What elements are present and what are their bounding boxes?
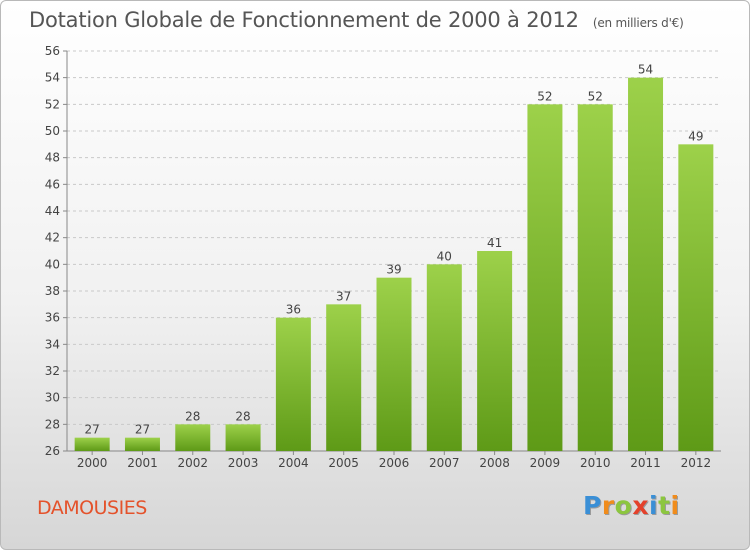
y-tick-label: 38 (45, 284, 60, 298)
y-tick-label: 36 (45, 311, 60, 325)
data-label-2001: 27 (135, 423, 150, 437)
bars (74, 77, 714, 452)
y-tick-label: 26 (45, 444, 60, 458)
data-label-2011: 54 (638, 63, 653, 77)
y-tick-label: 32 (45, 364, 60, 378)
data-label-2005: 37 (336, 289, 351, 303)
data-label-2009: 52 (537, 89, 552, 103)
chart-title: Dotation Globale de Fonctionnement de 20… (29, 8, 684, 32)
data-label-2012: 49 (688, 129, 703, 143)
data-label-2008: 41 (487, 236, 502, 250)
data-label-2003: 28 (235, 409, 250, 423)
data-label-2006: 39 (386, 263, 401, 277)
labels: 27 2000 27 2001 28 2002 28 2003 36 2004 37 2005 39 20… (77, 63, 711, 470)
x-tick-label-2010: 2010 (580, 456, 611, 470)
y-tick-label: 46 (45, 177, 60, 191)
logo-letter: x (632, 491, 649, 520)
y-tick-label: 52 (45, 97, 60, 111)
proxiti-logo: Proxiti (583, 491, 680, 520)
x-tick-label-2009: 2009 (530, 456, 561, 470)
x-tick-label-2011: 2011 (630, 456, 661, 470)
bar-2008 (477, 251, 513, 451)
y-tick-label: 48 (45, 151, 60, 165)
bar-2000 (74, 437, 110, 451)
bar-2011 (628, 77, 664, 452)
data-label-2007: 40 (437, 249, 452, 263)
bar-2001 (124, 437, 160, 451)
x-tick-label-2002: 2002 (177, 456, 208, 470)
bar-2003 (225, 424, 261, 451)
x-tick-label-2001: 2001 (127, 456, 158, 470)
chart-unit-note: (en milliers d'€) (592, 16, 684, 30)
logo-letter: r (601, 491, 615, 520)
x-tick-label-2004: 2004 (278, 456, 309, 470)
x-tick-label-2003: 2003 (228, 456, 259, 470)
bar-2007 (426, 264, 462, 451)
y-tick-label: 28 (45, 417, 60, 431)
x-tick-label-2012: 2012 (681, 456, 712, 470)
chart-title-text: Dotation Globale de Fonctionnement de 20… (29, 8, 579, 32)
y-tick-label: 56 (45, 44, 60, 58)
bar-2009 (527, 104, 563, 451)
logo-letter: P (583, 491, 602, 520)
bar-2010 (577, 104, 613, 451)
y-tick-label: 54 (45, 71, 60, 85)
y-tick-label: 42 (45, 231, 60, 245)
x-tick-label-2006: 2006 (379, 456, 410, 470)
x-tick-label-2008: 2008 (479, 456, 510, 470)
y-tick-label: 30 (45, 391, 60, 405)
logo-letter: t (658, 491, 671, 520)
data-label-2004: 36 (286, 303, 301, 317)
logo-letter: i (649, 491, 659, 520)
bar-2005 (326, 304, 362, 451)
data-label-2002: 28 (185, 409, 200, 423)
logo-letter: o (614, 491, 633, 520)
y-tick-label: 40 (45, 257, 60, 271)
logo-letter: i (670, 491, 680, 520)
x-tick-label-2005: 2005 (328, 456, 359, 470)
y-tick-label: 50 (45, 124, 60, 138)
y-tick-label: 44 (45, 204, 60, 218)
bar-2012 (678, 144, 714, 452)
x-tick-label-2007: 2007 (429, 456, 460, 470)
data-label-2010: 52 (588, 89, 603, 103)
commune-name: DAMOUSIES (37, 497, 147, 519)
bar-2006 (376, 277, 412, 451)
x-tick-label-2000: 2000 (77, 456, 108, 470)
bar-2004 (275, 317, 311, 451)
y-tick-label: 34 (45, 337, 60, 351)
data-label-2000: 27 (85, 423, 100, 437)
bar-2002 (175, 424, 211, 451)
